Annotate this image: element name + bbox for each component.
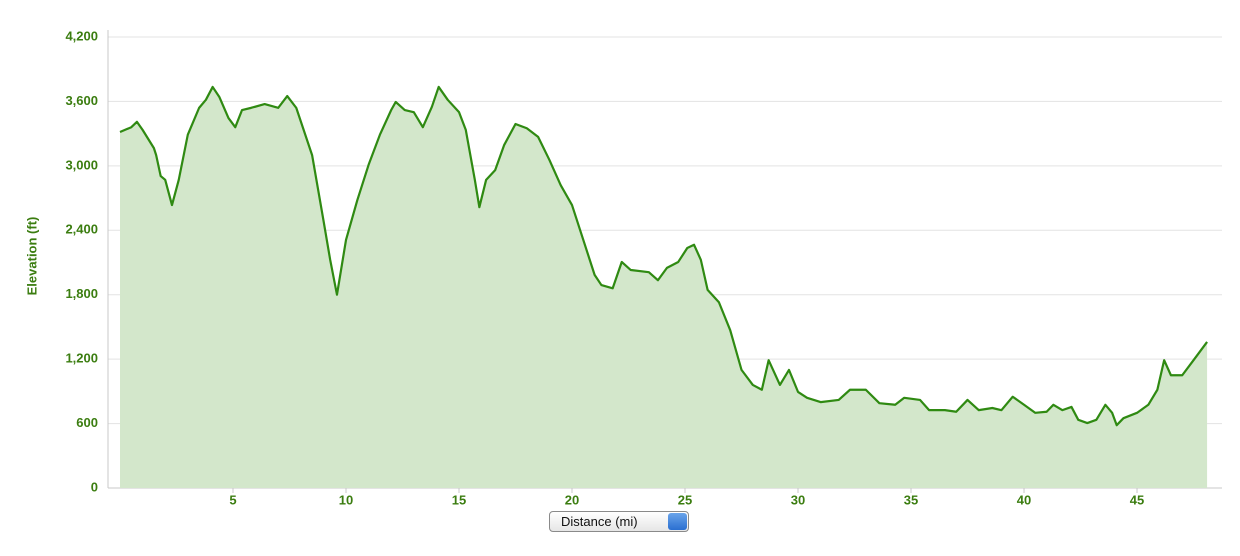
y-tick-label: 1,800	[65, 286, 98, 301]
y-tick-label: 3,000	[65, 157, 98, 172]
x-tick-label: 45	[1130, 492, 1144, 507]
y-tick-label: 0	[91, 479, 98, 494]
area-fill	[120, 86, 1208, 489]
elevation-line	[119, 85, 1208, 427]
y-tick-label: 600	[76, 415, 98, 430]
distance-dropdown[interactable]: Distance (mi)	[549, 511, 689, 532]
dropdown-arrow	[668, 513, 687, 530]
x-tick-label: 25	[678, 492, 692, 507]
dropdown-label: Distance (mi)	[561, 514, 638, 529]
y-tick-label: 3,600	[65, 93, 98, 108]
y-tick-label: 2,400	[65, 222, 98, 237]
x-tick-label: 15	[452, 492, 466, 507]
y-tick-label: 4,200	[65, 28, 98, 43]
y-tick-label: 1,200	[65, 351, 98, 366]
y-axis-title: Elevation (ft)	[24, 217, 39, 296]
x-tick-label: 40	[1017, 492, 1031, 507]
x-tick-label: 20	[565, 492, 579, 507]
x-tick-label: 5	[229, 492, 236, 507]
x-tick-label: 10	[339, 492, 353, 507]
x-tick-label: 30	[791, 492, 805, 507]
x-tick-label: 35	[904, 492, 918, 507]
